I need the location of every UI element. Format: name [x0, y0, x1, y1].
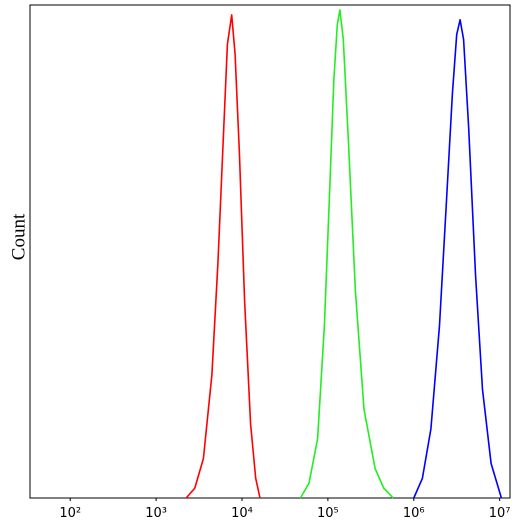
x-tick-label: 10⁷ [489, 506, 511, 521]
y-axis-label: Count [8, 213, 29, 260]
x-tick-label: 10³ [145, 506, 167, 521]
plot-frame [29, 4, 511, 499]
histogram-line [299, 9, 394, 499]
histogram-line [185, 14, 261, 499]
x-tick-label: 10⁴ [231, 506, 253, 521]
x-tick-label: 10⁶ [403, 506, 425, 521]
histogram-line [413, 18, 503, 499]
x-tick-label: 10⁵ [317, 506, 339, 521]
x-tick-label: 10² [59, 506, 81, 521]
